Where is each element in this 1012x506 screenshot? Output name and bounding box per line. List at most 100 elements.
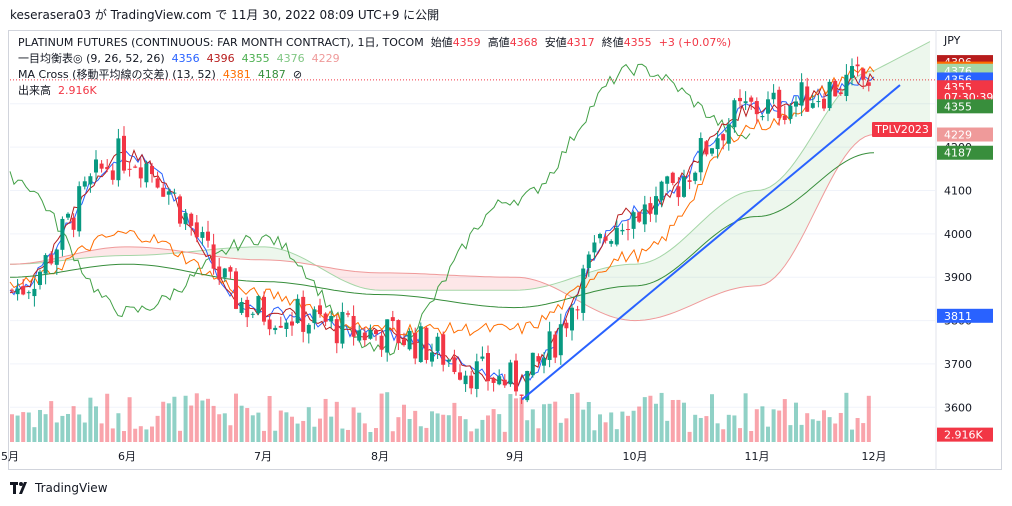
- candle: [805, 86, 810, 112]
- candle: [553, 334, 558, 358]
- trendline-label[interactable]: TPLV2023: [872, 122, 932, 137]
- symbol-name[interactable]: PLATINUM FUTURES (CONTINUOUS: FAR MONTH …: [18, 36, 424, 49]
- price-badge-bg: [937, 427, 993, 442]
- y-tick-label: 3700: [944, 358, 972, 371]
- legend-macross-row[interactable]: MA Cross (移動平均線の交差) (13, 52) 4381 4187 ⊘: [18, 67, 731, 83]
- volume-bar: [502, 431, 507, 442]
- trendline[interactable]: [521, 84, 901, 401]
- candle: [687, 180, 692, 182]
- volume-bar: [508, 394, 513, 442]
- volume-bar: [334, 401, 339, 442]
- volume-bar: [844, 392, 849, 442]
- ichimoku-cloud-segment: [145, 247, 150, 256]
- volume-bar: [290, 416, 294, 442]
- volume-bar: [514, 398, 518, 442]
- volume-bar: [861, 423, 866, 442]
- ichimoku-cloud-segment: [430, 274, 435, 291]
- candle: [99, 163, 104, 169]
- candle: [648, 203, 653, 214]
- ichimoku-cloud-segment: [280, 249, 285, 261]
- ichimoku-cloud-segment: [230, 247, 235, 259]
- candle: [217, 266, 222, 280]
- volume-bar: [323, 398, 328, 442]
- candle: [738, 97, 742, 102]
- ichimoku-cloud-segment: [480, 276, 485, 291]
- ichimoku-cloud-segment: [75, 252, 80, 260]
- volume-bar: [183, 395, 188, 442]
- volume-bar: [749, 431, 754, 442]
- ichimoku-cloud-segment: [260, 246, 265, 260]
- volume-bar: [715, 423, 720, 442]
- candle: [838, 92, 843, 95]
- candle: [178, 196, 182, 224]
- chart-frame[interactable]: [8, 30, 1002, 470]
- volume-bar: [850, 429, 854, 442]
- volume-bar: [329, 416, 334, 442]
- ichimoku-cloud-segment: [165, 249, 170, 254]
- candle: [514, 360, 518, 392]
- volume-bar: [816, 420, 821, 442]
- volume-bar: [631, 410, 636, 442]
- ichimoku-cloud-segment: [785, 168, 790, 266]
- volume-bar: [788, 425, 793, 442]
- volume-bar: [178, 430, 182, 442]
- hidden-icon[interactable]: ⊘: [292, 68, 303, 81]
- volume-bar: [234, 393, 238, 442]
- volume-bar: [570, 394, 574, 442]
- ichimoku-cloud-segment: [95, 249, 100, 258]
- candle: [575, 309, 580, 311]
- ichimoku-cloud-segment: [925, 41, 930, 135]
- candle: [340, 311, 345, 344]
- tradingview-logo[interactable]: TradingView: [10, 481, 108, 495]
- candle: [441, 334, 446, 365]
- ichimoku-cloud-segment: [120, 246, 125, 256]
- ichimoku-cloud-segment: [200, 250, 205, 255]
- volume-bar: [385, 392, 390, 442]
- volume-bar: [284, 412, 289, 442]
- volume-bar: [155, 415, 160, 442]
- ichimoku-cloud-segment: [725, 199, 730, 292]
- ichimoku-cloud-segment: [640, 262, 645, 321]
- candle: [732, 100, 737, 128]
- candle: [144, 163, 149, 183]
- x-tick-label: 5月: [1, 450, 19, 463]
- candle: [766, 99, 770, 114]
- ichimoku-cloud-segment: [235, 247, 240, 259]
- volume-bar: [738, 428, 742, 442]
- volume-bar: [138, 426, 143, 442]
- price-badge: 4187: [937, 145, 993, 160]
- volume-bar: [581, 409, 586, 442]
- volume-bar: [670, 400, 675, 442]
- x-tick-label: 12月: [862, 450, 887, 463]
- volume-bar: [530, 409, 535, 442]
- volume-bar: [542, 404, 546, 442]
- candle: [206, 231, 210, 241]
- candle: [200, 232, 205, 238]
- volume-bar: [127, 397, 132, 442]
- ichimoku-cloud-segment: [750, 190, 755, 287]
- ichimoku-cloud-segment: [805, 139, 810, 232]
- legend-volume-row[interactable]: 出来高 2.916K: [18, 83, 731, 99]
- candle: [222, 268, 227, 278]
- candle: [105, 167, 110, 170]
- ichimoku-cloud-segment: [305, 259, 310, 265]
- candle: [626, 229, 630, 231]
- legend-ichimoku-row[interactable]: 一目均衡表◎ (9, 26, 52, 26) 4356 4396 4355 43…: [18, 51, 731, 67]
- volume-bar: [710, 394, 714, 442]
- ichimoku-cloud-segment: [125, 246, 130, 256]
- candle: [581, 268, 586, 313]
- ichimoku-cloud-segment: [90, 249, 95, 258]
- ma-slow-line: [10, 152, 875, 309]
- ichimoku-cloud-segment: [625, 264, 630, 321]
- ichimoku-span-b: 4229: [311, 52, 340, 65]
- ichimoku-cloud-segment: [795, 154, 800, 250]
- candle: [665, 176, 670, 184]
- ichimoku-cloud-segment: [395, 272, 400, 291]
- price-badge-bg: [937, 127, 993, 142]
- volume-bar: [598, 414, 602, 442]
- candle: [424, 327, 429, 360]
- volume-bar: [362, 423, 367, 442]
- ichimoku-cloud-segment: [530, 278, 535, 290]
- price-chart[interactable]: TPLV2023 3600370038003900400041004200430…: [0, 0, 1012, 470]
- y-tick-label: 4000: [944, 228, 972, 241]
